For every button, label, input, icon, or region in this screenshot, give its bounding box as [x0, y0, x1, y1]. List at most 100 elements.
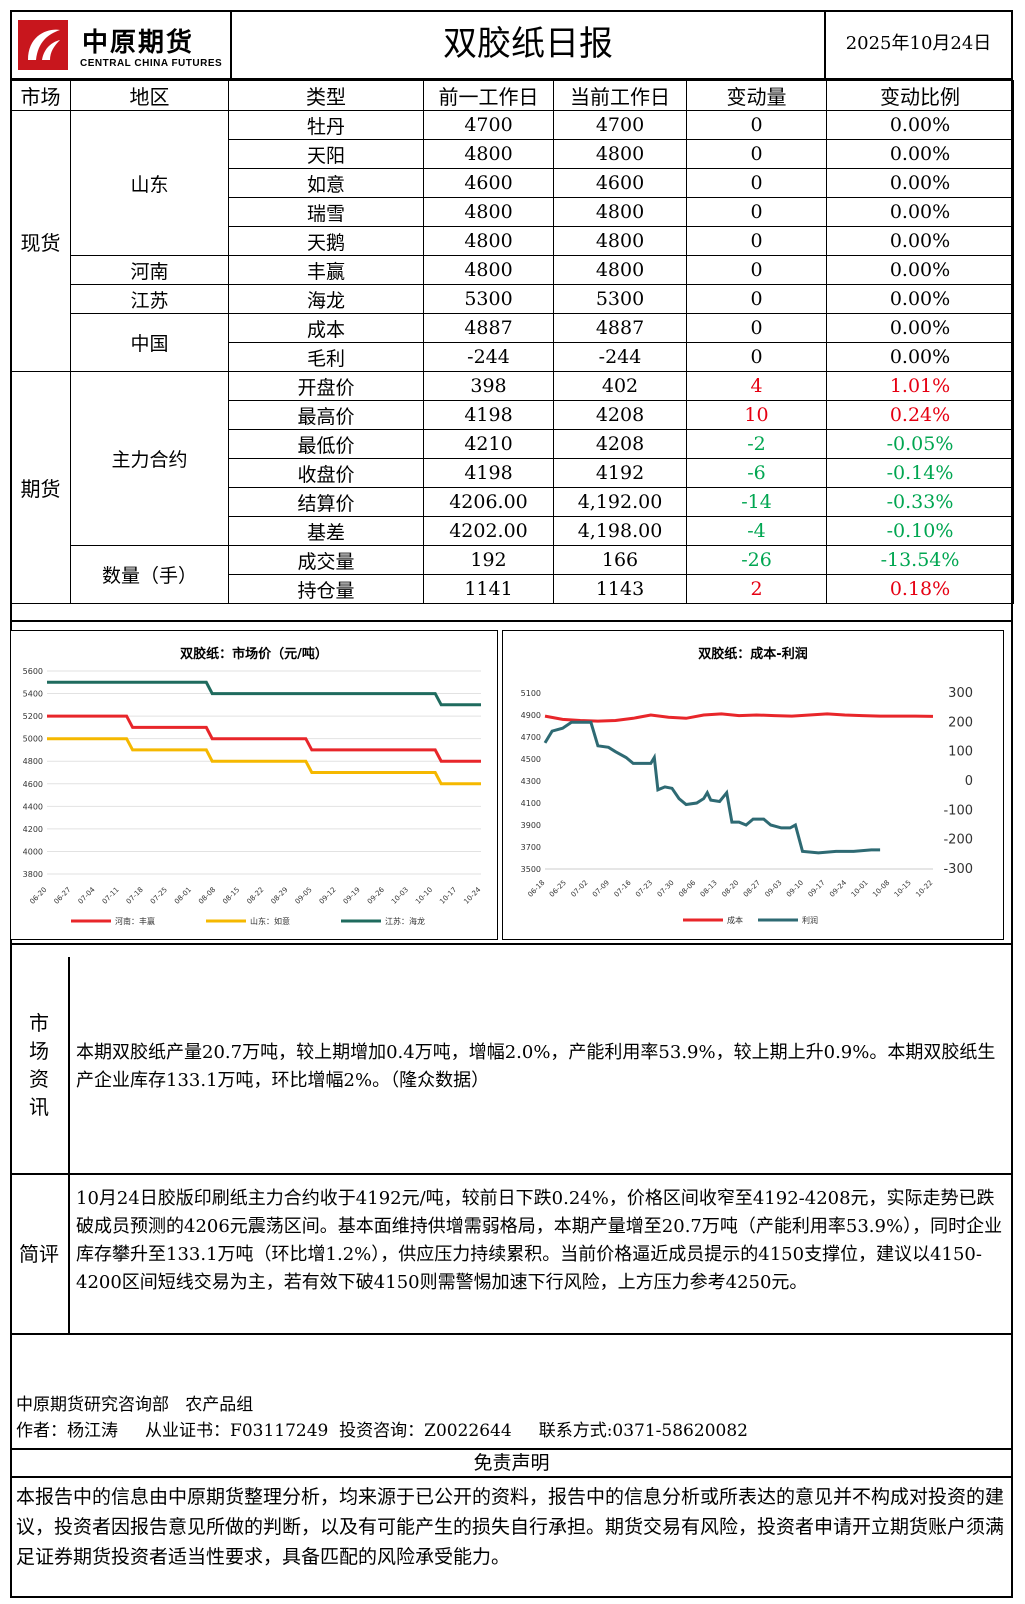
y-left-tick-label: 3900	[521, 821, 541, 830]
y-tick-label: 5400	[23, 690, 43, 699]
y-left-tick-label: 3500	[521, 865, 541, 874]
market-price-chart: 双胶纸：市场价（元/吨） 5600 5400 5200 5000 4800 4600 440…	[10, 630, 498, 940]
author-line: 作者：杨江涛 从业证书：F03117249 投资咨询：Z0022644 联系方式…	[16, 1421, 748, 1441]
x-tick-label: 08-06	[677, 878, 697, 898]
y-right-tick-label: 100	[948, 745, 973, 760]
y-left-tick-label: 5100	[521, 689, 541, 698]
prev-cell: 4206.00	[423, 487, 554, 517]
logo-text-en: CENTRAL CHINA FUTURES	[80, 58, 223, 69]
prev-cell: 4800	[423, 226, 554, 256]
report-title: 双胶纸日报	[232, 10, 826, 78]
table-row: 天鹅 4800 4800 0 0.00%	[11, 226, 1014, 256]
change-cell: 4	[686, 371, 827, 401]
market-info-section: 市场资讯 本期双胶纸产量20.7万吨，较上期增加0.4万吨，增幅2.0%，产能利…	[10, 957, 1013, 1175]
col-header-type: 类型	[228, 80, 424, 111]
x-tick-label: 06-25	[548, 879, 568, 899]
market-price-chart-svg: 5600 5400 5200 5000 4800 4600 4400 4200 4000 3800…	[23, 667, 483, 926]
type-cell: 瑞雪	[228, 197, 424, 227]
prev-cell: 1141	[423, 574, 554, 604]
table-row: 河南 丰赢 4800 4800 0 0.00%	[11, 255, 1014, 285]
change-pct-cell: -0.10%	[826, 516, 1014, 546]
y-tick-label: 4800	[23, 757, 43, 766]
market-info-text: 本期双胶纸产量20.7万吨，较上期增加0.4万吨，增幅2.0%，产能利用率53.…	[76, 1042, 996, 1091]
x-tick-label: 08-22	[245, 886, 265, 906]
x-tick-label: 07-09	[591, 879, 611, 899]
y-right-tick-label: 200	[948, 715, 973, 730]
cur-cell: 4800	[553, 226, 687, 256]
market-spot-cell: 现货	[10, 110, 71, 372]
x-tick-label: 08-15	[221, 886, 241, 906]
x-tick-label: 08-29	[269, 886, 289, 906]
x-tick-label: 07-16	[613, 878, 633, 898]
x-tick-label: 08-01	[173, 886, 193, 906]
type-cell: 最高价	[228, 400, 424, 430]
change-cell: 0	[686, 313, 827, 343]
cur-cell: 1143	[553, 574, 687, 604]
x-tick-label: 07-25	[149, 886, 169, 906]
prev-cell: 4800	[423, 139, 554, 169]
legend-label: 山东：如意	[250, 916, 290, 926]
prev-cell: 4700	[423, 110, 554, 140]
x-tick-label: 09-17	[807, 879, 827, 899]
type-cell: 如意	[228, 168, 424, 198]
y-left-tick-label: 4900	[521, 711, 541, 720]
cur-cell: -244	[553, 342, 687, 372]
col-header-change-pct: 变动比例	[826, 80, 1014, 111]
type-cell: 成本	[228, 313, 424, 343]
col-header-change: 变动量	[686, 80, 827, 111]
change-pct-cell: 0.00%	[826, 197, 1014, 227]
change-pct-cell: -13.54%	[826, 545, 1014, 575]
cur-cell: 4208	[553, 429, 687, 459]
change-cell: 2	[686, 574, 827, 604]
cur-cell: 4600	[553, 168, 687, 198]
type-cell: 收盘价	[228, 458, 424, 488]
cur-cell: 402	[553, 371, 687, 401]
col-header-prev: 前一工作日	[423, 80, 554, 111]
table-row: 数量（手） 成交量 192 166 -26 -13.54%	[11, 545, 1014, 604]
logo-text-cn: 中原期货	[82, 28, 195, 58]
cur-cell: 4192	[553, 458, 687, 488]
y-right-tick-label: 300	[948, 686, 973, 701]
series-line	[47, 680, 481, 707]
company-logo: 中原期货 CENTRAL CHINA FUTURES	[10, 10, 232, 78]
charts-area: 双胶纸：市场价（元/吨） 5600 5400 5200 5000 4800 4600 440…	[10, 620, 1013, 945]
y-right-tick-label: 0	[965, 774, 973, 789]
x-tick-label: 10-08	[871, 879, 891, 899]
x-tick-label: 09-10	[785, 879, 805, 899]
y-tick-label: 4400	[23, 802, 43, 811]
change-pct-cell: 0.00%	[826, 313, 1014, 343]
prev-cell: 4600	[423, 168, 554, 198]
col-header-cur: 当前工作日	[553, 80, 687, 111]
change-cell: 0	[686, 168, 827, 198]
logo-mark-icon	[18, 20, 68, 70]
x-tick-label: 08-27	[742, 879, 762, 899]
cur-cell: 4887	[553, 313, 687, 343]
change-pct-cell: -0.14%	[826, 458, 1014, 488]
y-right-tick-label: -300	[943, 862, 973, 877]
section-label: 简评	[10, 1175, 70, 1333]
change-cell: -6	[686, 458, 827, 488]
y-tick-label: 5600	[23, 667, 43, 676]
y-left-tick-label: 3700	[521, 843, 541, 852]
x-tick-label: 07-18	[125, 886, 145, 906]
legend-label: 江苏：海龙	[385, 916, 425, 926]
report-header: 中原期货 CENTRAL CHINA FUTURES 双胶纸日报 2025年10…	[10, 10, 1013, 80]
region-cell: 河南	[70, 255, 229, 285]
region-cell: 江苏	[70, 284, 229, 314]
change-cell: 0	[686, 226, 827, 256]
change-pct-cell: 0.18%	[826, 574, 1014, 604]
change-pct-cell: 0.00%	[826, 168, 1014, 198]
x-tick-label: 10-01	[850, 879, 870, 899]
prev-cell: 4210	[423, 429, 554, 459]
y-left-tick-label: 4300	[521, 777, 541, 786]
series-line	[47, 714, 481, 763]
x-tick-label: 06-20	[28, 886, 48, 906]
prev-cell: 192	[423, 545, 554, 575]
x-tick-label: 10-24	[462, 885, 482, 905]
chart-title: 双胶纸：成本-利润	[698, 647, 808, 662]
x-tick-label: 07-30	[656, 879, 676, 899]
cur-cell: 4800	[553, 197, 687, 227]
x-tick-label: 10-15	[893, 879, 913, 899]
x-tick-label: 06-27	[52, 886, 72, 906]
prev-cell: 398	[423, 371, 554, 401]
